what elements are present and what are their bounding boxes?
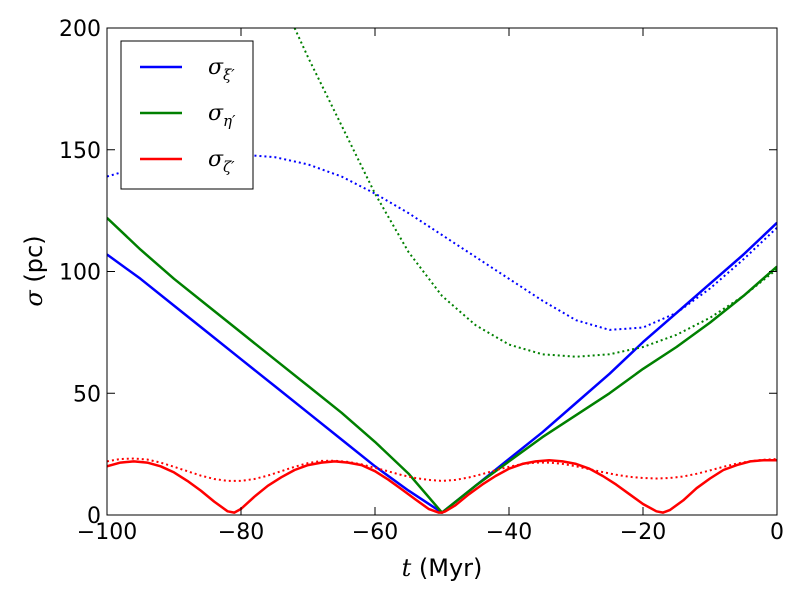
x-tick-label: −80: [218, 520, 264, 545]
legend-label-xi: σξ′: [208, 55, 235, 84]
y-tick-label: 200: [59, 17, 101, 42]
legend-label-eta: ση′: [208, 101, 236, 130]
x-tick-label: −60: [352, 520, 398, 545]
y-axis-label-symbol: σ: [20, 290, 48, 307]
plot-area: [107, 28, 777, 514]
legend-box: [120, 40, 254, 190]
y-tick-label: 150: [59, 139, 101, 164]
x-axis-label-symbol: t: [402, 554, 412, 582]
y-axis-label: σ (pc): [20, 235, 48, 306]
series-line-3: [293, 28, 777, 358]
x-tick-label: −40: [486, 520, 532, 545]
series-line-5: [107, 457, 777, 482]
y-tick-label: 0: [87, 504, 101, 529]
y-tick-label: 50: [73, 382, 101, 407]
y-axis-label-text: (pc): [20, 235, 48, 290]
x-tick-label: −100: [77, 520, 137, 545]
x-axis-label-text: (Myr): [411, 554, 482, 582]
series-line-2: [107, 216, 777, 514]
series-line-1: [107, 153, 777, 331]
axis-ticks: −100 −80 −60 −40 −20 0 0 50 100 150 200: [59, 17, 784, 545]
x-tick-label: 0: [770, 520, 784, 545]
x-axis-label: t (Myr): [402, 554, 483, 582]
x-tick-label: −20: [620, 520, 666, 545]
legend-label-zeta: σζ′: [208, 147, 235, 176]
y-tick-label: 100: [59, 261, 101, 286]
legend: σξ′ ση′ σζ′: [120, 40, 254, 190]
series-line-4: [107, 458, 777, 514]
series-line-0: [107, 221, 777, 514]
